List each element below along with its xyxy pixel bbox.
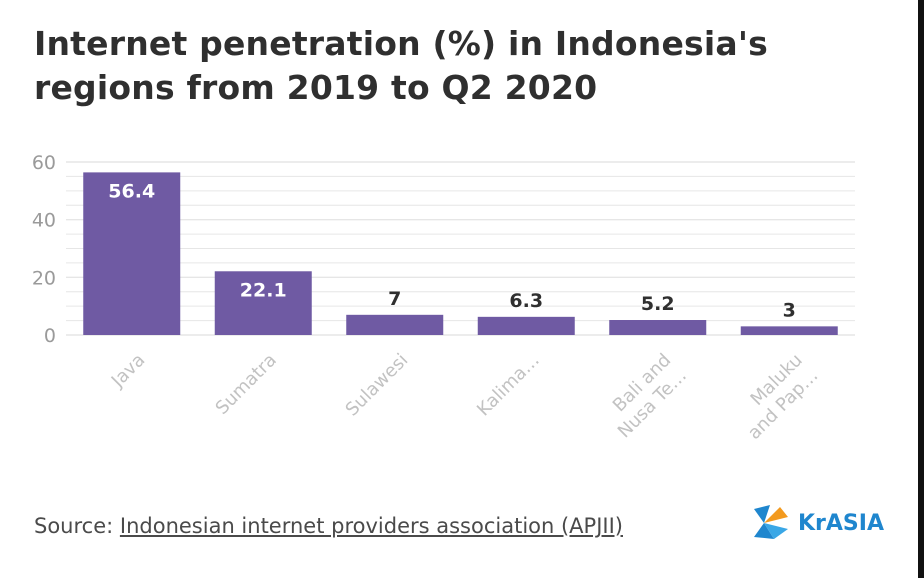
brand-logo: KrASIA xyxy=(750,503,884,543)
bar xyxy=(214,271,312,335)
bar xyxy=(740,326,838,335)
bar xyxy=(346,314,444,335)
source-prefix: Source: xyxy=(34,514,120,538)
y-tick-label: 40 xyxy=(32,210,56,232)
data-label: 6.3 xyxy=(509,290,543,312)
x-tick-label: Sumatra xyxy=(212,350,281,419)
data-label: 56.4 xyxy=(108,180,155,202)
bar xyxy=(477,316,575,335)
source-link[interactable]: Indonesian internet providers associatio… xyxy=(119,514,623,538)
data-label: 7 xyxy=(388,288,401,310)
bar-chart: 0 20 40 60 56.4 Java 22.1 Sumatra 7 Sulawesi 6.3 Ka… xyxy=(32,152,855,444)
source-note: Source: Indonesian internet providers as… xyxy=(34,514,623,538)
x-tick-label-line: Java xyxy=(107,350,149,392)
x-tick-label-line: Sulawesi xyxy=(342,350,413,421)
data-label: 5.2 xyxy=(641,293,675,315)
bar xyxy=(609,320,707,335)
y-tick-label: 0 xyxy=(44,325,56,347)
x-tick-label: Kalima… xyxy=(473,350,544,421)
data-label: 3 xyxy=(783,299,796,321)
brand-name: KrASIA xyxy=(798,510,884,536)
bar xyxy=(83,172,181,335)
x-tick-label: Sulawesi xyxy=(342,350,413,421)
x-tick-label: Java xyxy=(107,350,149,392)
x-tick-label-line: Kalima… xyxy=(473,350,544,421)
chart-title: Internet penetration (%) in Indonesia's … xyxy=(34,24,768,107)
y-tick-label: 60 xyxy=(32,152,56,174)
x-tick-label-line: Sumatra xyxy=(212,350,281,419)
data-label: 22.1 xyxy=(240,279,287,301)
window-edge xyxy=(918,0,924,578)
y-tick-label: 20 xyxy=(32,267,56,289)
krasia-logo-icon xyxy=(754,505,788,539)
